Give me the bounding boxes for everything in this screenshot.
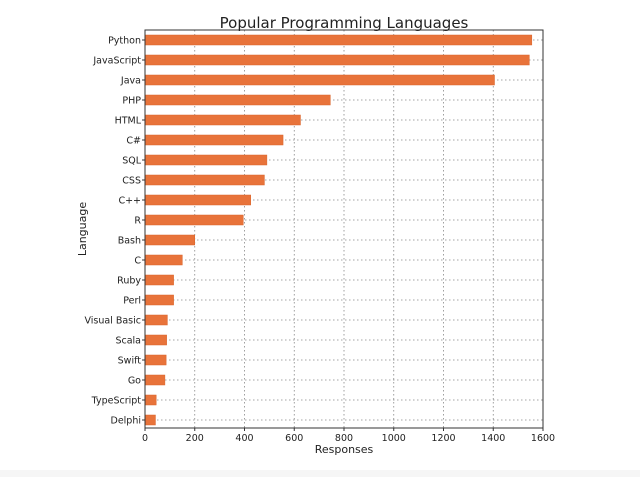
- grid: [145, 30, 543, 428]
- bar-ruby: [144, 274, 174, 286]
- bar-c: [144, 254, 183, 266]
- y-tick-label: PHP: [122, 96, 141, 107]
- bar-perl: [144, 294, 174, 306]
- y-tick-label: C++: [118, 196, 141, 207]
- y-tick-label: Perl: [123, 296, 141, 307]
- y-tick-label: Go: [128, 376, 141, 387]
- bar-typescript: [144, 394, 157, 406]
- x-tick-label: 1400: [481, 433, 505, 444]
- bar-go: [144, 374, 166, 386]
- y-tick-label: TypeScript: [91, 396, 142, 407]
- x-tick-label: 800: [335, 433, 353, 444]
- bar-visual-basic: [144, 314, 168, 326]
- bars: [144, 34, 533, 426]
- y-tick-label: CSS: [122, 176, 141, 187]
- y-tick-label: HTML: [115, 116, 142, 127]
- y-tick-label: Delphi: [111, 416, 142, 427]
- bar-javascript: [144, 54, 530, 66]
- bar-r: [144, 214, 244, 226]
- x-tick-label: 1000: [382, 433, 406, 444]
- y-axis-label: Language: [76, 202, 89, 257]
- x-tick-label: 200: [186, 433, 204, 444]
- y-tick-label: Python: [108, 36, 141, 47]
- x-axis: 0 200 400 600 800 1000 1200 1400 1600: [142, 428, 555, 444]
- y-tick-label: JavaScript: [92, 56, 141, 67]
- bar-python: [144, 34, 533, 46]
- bar-delphi: [144, 414, 156, 426]
- y-tick-label: Swift: [118, 356, 142, 367]
- bar-css: [144, 174, 265, 186]
- plot-frame: [144, 29, 544, 429]
- bar-scala: [144, 334, 167, 346]
- bar-c-: [144, 134, 284, 146]
- bar-bash: [144, 234, 195, 246]
- bar-c-: [144, 194, 251, 206]
- y-tick-label: Visual Basic: [84, 316, 141, 327]
- x-tick-label: 1200: [431, 433, 455, 444]
- x-tick-label: 1600: [531, 433, 555, 444]
- x-tick-label: 0: [142, 433, 148, 444]
- y-axis: Python JavaScript Java PHP HTML C# SQL CSS C++ RB…: [84, 36, 145, 427]
- y-tick-label: C#: [126, 136, 141, 147]
- y-tick-label: SQL: [122, 156, 142, 167]
- y-tick-label: R: [134, 216, 141, 227]
- x-axis-label: Responses: [315, 443, 374, 456]
- y-tick-label: C: [134, 256, 141, 267]
- chart-title: Popular Programming Languages: [220, 14, 469, 32]
- bar-html: [144, 114, 301, 126]
- y-tick-label: Ruby: [117, 276, 141, 287]
- x-tick-label: 400: [235, 433, 253, 444]
- y-tick-label: Scala: [115, 336, 141, 347]
- footer-band: [0, 470, 640, 477]
- bar-java: [144, 74, 495, 86]
- y-tick-label: Java: [120, 76, 141, 87]
- bar-sql: [144, 154, 268, 166]
- x-tick-label: 600: [285, 433, 303, 444]
- bar-swift: [144, 354, 167, 366]
- y-tick-label: Bash: [118, 236, 141, 247]
- bar-php: [144, 94, 331, 106]
